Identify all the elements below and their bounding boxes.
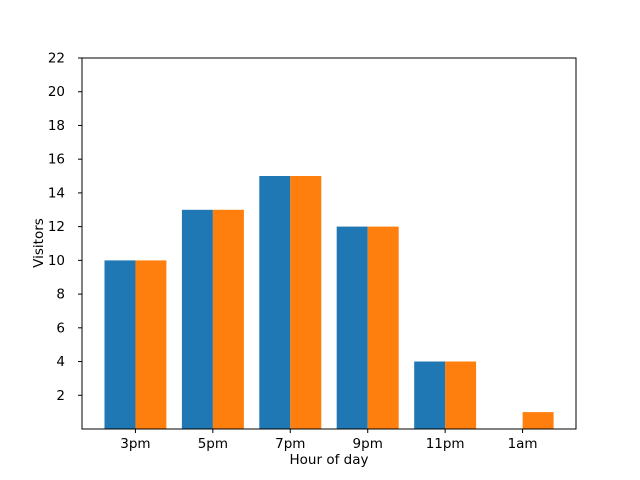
x-tick-label: 7pm [275,436,305,452]
axes-frame [81,57,577,430]
bar-orange-7pm [290,176,322,429]
bar-orange-1am [522,412,554,429]
y-axis-label: Visitors [31,218,47,268]
y-tick-label: 18 [48,118,65,134]
bar-orange-5pm [212,209,244,429]
y-tick-label: 14 [48,185,65,201]
bar-orange-11pm [445,361,477,429]
x-tick-label: 5pm [198,436,228,452]
bar-blue-7pm [259,176,291,429]
y-tick-label: 8 [56,287,65,303]
bar-blue-9pm [336,226,368,429]
y-tick-label: 4 [56,354,65,370]
y-tick-label: 2 [56,388,65,404]
bar-blue-5pm [181,209,213,429]
bar-orange-9pm [367,226,399,429]
y-tick-label: 12 [48,219,65,235]
x-tick-label: 3pm [120,436,150,452]
y-tick-label: 20 [48,84,65,100]
bar-blue-11pm [414,361,446,429]
x-tick-label: 11pm [426,436,465,452]
x-tick-label: 1am [508,436,538,452]
y-tick-label: 10 [48,253,65,269]
bar-blue-3pm [104,260,136,429]
y-tick-label: 6 [56,320,65,336]
x-tick-label: 9pm [353,436,383,452]
bar-orange-3pm [135,260,167,429]
y-tick-label: 16 [48,152,65,168]
x-axis-label: Hour of day [289,452,369,468]
y-tick-label: 22 [48,51,65,67]
